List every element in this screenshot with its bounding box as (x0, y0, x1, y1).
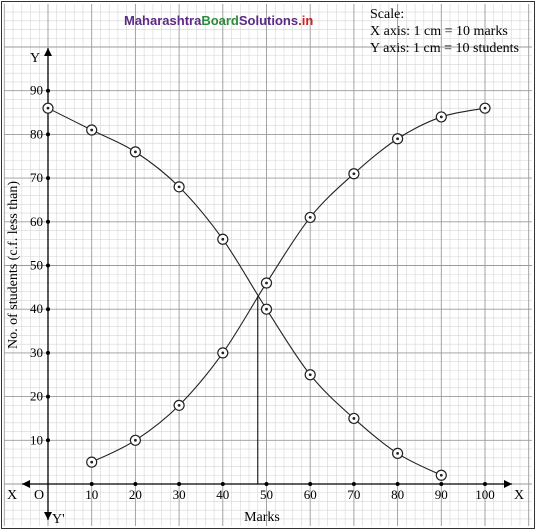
data-point-dot (308, 373, 312, 377)
y-tick-dot (46, 263, 50, 268)
x-tick-dot (89, 482, 94, 486)
origin-label: O (34, 488, 44, 503)
grid-minor (4, 4, 532, 526)
grid-major (3, 4, 532, 526)
data-point-dot (439, 473, 443, 477)
x-tick-dot (351, 482, 356, 486)
y-tick-dot (46, 438, 50, 443)
more-than-ogive-curve (47, 107, 442, 476)
data-point-dot (90, 460, 94, 464)
data-point-dot (177, 403, 181, 407)
x-tick-label: 70 (347, 487, 360, 502)
data-point-dot (396, 137, 399, 141)
x-axis-arrow-right (504, 480, 512, 488)
x-tick-label: 100 (475, 487, 495, 502)
less-than-ogive-curve (91, 107, 486, 463)
y-tick-label: 90 (30, 83, 43, 98)
x-axis-title: Marks (244, 510, 280, 525)
curves (47, 107, 486, 484)
y-tick-label: 40 (30, 301, 43, 316)
y-tick-dot (46, 394, 50, 399)
axis-x-right-label: X (514, 488, 524, 503)
x-tick-dot (264, 482, 269, 486)
data-point-dot (177, 185, 181, 189)
x-tick-dot (395, 482, 400, 486)
y-tick-dot (46, 307, 50, 312)
x-tick-label: 80 (391, 487, 404, 502)
y-tick-dot (46, 88, 50, 93)
scale-y-line: Y axis: 1 cm = 10 students (370, 41, 519, 56)
x-tick-label: 90 (435, 487, 448, 502)
x-tick-dot (483, 482, 487, 486)
ticks: 10 20 30 40 50 60 70 80 90 100 10 20 30 40 50 60 70 80 90 (30, 83, 495, 502)
watermark-part-3: Solutions (239, 13, 298, 28)
axis-x-left-label: X (7, 488, 17, 503)
axis-y-bottom-label: Y' (52, 512, 65, 527)
data-point-dot (221, 351, 225, 355)
x-tick-dot (439, 482, 444, 486)
x-tick-dot (133, 482, 138, 486)
y-tick-label: 80 (30, 126, 43, 141)
y-tick-label: 60 (30, 214, 43, 229)
watermark-part-4: .in (298, 13, 313, 28)
x-tick-label: 60 (304, 487, 317, 502)
x-axis-arrow-left (22, 480, 30, 488)
data-point-dot (46, 106, 50, 110)
x-tick-label: 20 (129, 487, 142, 502)
watermark-part-1: Maharashtra (124, 13, 202, 28)
data-point-dot (221, 237, 225, 241)
data-point-dot (134, 438, 137, 442)
scale-title: Scale: (370, 7, 404, 22)
x-tick-dot (220, 482, 225, 486)
y-tick-dot (46, 219, 50, 224)
scale-legend: Scale: X axis: 1 cm = 10 marks Y axis: 1… (370, 7, 519, 56)
x-tick-label: 30 (173, 487, 186, 502)
y-tick-dot (46, 176, 50, 181)
y-axis-arrow-top (44, 48, 52, 56)
y-tick-label: 20 (30, 389, 43, 404)
data-point-dot (134, 150, 137, 154)
y-tick-dot (46, 132, 50, 137)
data-point-dot (483, 106, 487, 110)
y-axis-arrow-bottom (44, 512, 52, 520)
x-tick-label: 10 (85, 487, 98, 502)
data-point-dot (396, 452, 399, 455)
x-tick-dot (308, 482, 313, 486)
y-axis-title: No. of students (c.f. less than) (6, 181, 21, 349)
data-point-dot (352, 172, 356, 176)
watermark: MaharashtraBoardSolutions.in (124, 13, 313, 28)
watermark-part-2: Board (201, 13, 239, 28)
data-point-dot (90, 128, 94, 132)
data-point-dot (439, 115, 443, 119)
axis-y-top-label: Y (30, 51, 40, 66)
data-point-dot (265, 307, 268, 311)
y-tick-dot (46, 350, 50, 355)
y-tick-label: 10 (30, 432, 43, 447)
y-tick-label: 30 (30, 345, 43, 360)
data-point-dot (308, 216, 312, 219)
data-point-dot (352, 417, 356, 420)
scale-x-line: X axis: 1 cm = 10 marks (370, 24, 508, 39)
y-tick-label: 50 (30, 258, 43, 273)
x-tick-label: 40 (216, 487, 229, 502)
axis-letters: X X O Y Y' (7, 51, 524, 527)
x-tick-label: 50 (260, 487, 273, 502)
data-point-dot (265, 281, 268, 285)
x-tick-dot (177, 482, 182, 486)
points (42, 102, 491, 481)
y-tick-label: 70 (30, 170, 43, 185)
